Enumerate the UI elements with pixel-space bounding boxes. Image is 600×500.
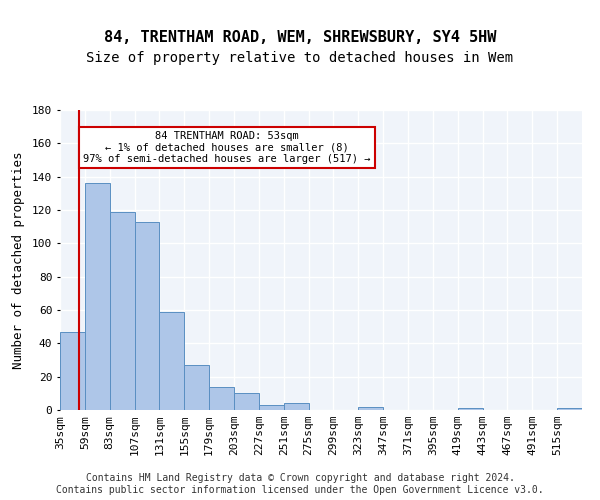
Bar (358, 406, 383, 410)
Y-axis label: Number of detached properties: Number of detached properties (12, 151, 25, 369)
Bar (134, 222, 160, 410)
Bar (184, 365, 209, 410)
Text: 84 TRENTHAM ROAD: 53sqm
← 1% of detached houses are smaller (8)
97% of semi-deta: 84 TRENTHAM ROAD: 53sqm ← 1% of detached… (83, 131, 371, 164)
Bar (209, 386, 234, 410)
Bar (458, 408, 482, 410)
Text: 84, TRENTHAM ROAD, WEM, SHREWSBURY, SY4 5HW: 84, TRENTHAM ROAD, WEM, SHREWSBURY, SY4 … (104, 30, 496, 45)
Text: Contains HM Land Registry data © Crown copyright and database right 2024.
Contai: Contains HM Land Registry data © Crown c… (56, 474, 544, 495)
Text: Size of property relative to detached houses in Wem: Size of property relative to detached ho… (86, 51, 514, 65)
Bar (284, 404, 308, 410)
Bar (234, 394, 259, 410)
Bar (110, 212, 134, 410)
Bar (557, 408, 582, 410)
Bar (60, 332, 85, 410)
Bar (160, 312, 184, 410)
Bar (85, 184, 110, 410)
Bar (259, 405, 284, 410)
